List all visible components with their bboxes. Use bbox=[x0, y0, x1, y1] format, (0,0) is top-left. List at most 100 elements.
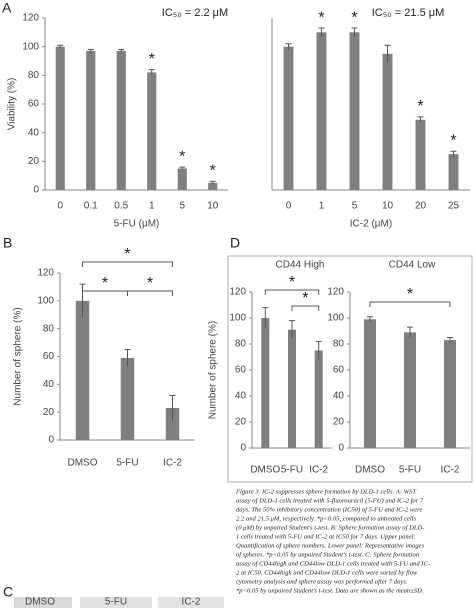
error-bar bbox=[169, 394, 176, 421]
y-axis-label: Number of sphere (%) bbox=[208, 321, 219, 419]
y-tick-label: 20 bbox=[333, 417, 345, 428]
caption-line: 2 at IC50. CD44high and CD44low DLD-1 ce… bbox=[236, 570, 418, 577]
y-tick-label: 100 bbox=[37, 295, 54, 306]
panel-label: D bbox=[230, 235, 240, 251]
error-bar bbox=[118, 49, 125, 53]
x-tick-label: DMSO bbox=[68, 458, 98, 469]
image-label: IC-2 bbox=[182, 597, 201, 608]
x-tick-label: 5 bbox=[352, 201, 358, 212]
caption-line: Figure 3. IC-2 suppresses sphere formati… bbox=[235, 489, 417, 496]
panel-label: B bbox=[3, 235, 12, 251]
annotation: IC₅₀ = 21.5 μM bbox=[372, 7, 445, 19]
caption-line: Quantification of sphere numbers. Lower … bbox=[236, 543, 425, 550]
y-tick-label: 60 bbox=[43, 351, 55, 362]
comparison-bracket bbox=[291, 305, 320, 311]
error-bar bbox=[351, 27, 358, 37]
significance-label: * bbox=[450, 133, 456, 150]
error-bar bbox=[57, 44, 64, 49]
x-tick-label: 10 bbox=[207, 201, 219, 212]
y-tick-label: 80 bbox=[333, 339, 345, 350]
bar bbox=[444, 340, 456, 448]
bar bbox=[86, 50, 96, 190]
panel-label: C bbox=[3, 584, 13, 600]
caption-line: *p<0.05 by unpaired Student's t-test. Da… bbox=[236, 588, 424, 595]
y-axis-label: Viability (%) bbox=[7, 78, 18, 131]
sphere-image bbox=[158, 597, 224, 608]
x-tick-label: DMSO bbox=[250, 465, 280, 476]
significance-label: * bbox=[149, 51, 155, 68]
error-bar bbox=[289, 320, 295, 339]
caption-line: days. The 50% inhibitory concentration (… bbox=[236, 507, 422, 514]
error-bar bbox=[315, 340, 322, 360]
bar bbox=[165, 407, 180, 440]
sphere-image bbox=[14, 597, 72, 608]
bar bbox=[208, 182, 218, 190]
comparison-bracket bbox=[369, 301, 451, 307]
x-tick-label: 0 bbox=[286, 201, 292, 212]
bar bbox=[316, 32, 327, 191]
y-tick-label: 120 bbox=[229, 287, 246, 298]
y-tick-label: 120 bbox=[327, 287, 344, 298]
y-tick-label: 0 bbox=[48, 435, 54, 446]
y-tick-label: 0 bbox=[33, 185, 39, 196]
comparison-bracket bbox=[127, 290, 173, 296]
comparison-label: * bbox=[124, 246, 130, 263]
panel-frame bbox=[227, 255, 473, 483]
y-tick-label: 100 bbox=[327, 313, 344, 324]
caption-line: 2.2 and 21.5 μM, respectively. *p<0.05, … bbox=[236, 516, 417, 523]
bar bbox=[364, 319, 376, 448]
error-bar bbox=[285, 43, 292, 50]
y-tick-label: 60 bbox=[28, 99, 40, 110]
x-tick-label: 10 bbox=[382, 201, 394, 212]
x-tick-label: 0.1 bbox=[84, 201, 98, 212]
y-tick-label: 100 bbox=[229, 313, 246, 324]
y-tick-label: 60 bbox=[333, 365, 345, 376]
x-tick-label: 20 bbox=[415, 201, 427, 212]
bar bbox=[120, 357, 135, 440]
y-tick-label: 20 bbox=[28, 156, 40, 167]
y-tick-label: 40 bbox=[235, 391, 247, 402]
error-bar bbox=[417, 116, 424, 123]
error-bar bbox=[367, 316, 373, 322]
chart-title: CD44 High bbox=[276, 260, 325, 271]
significance-label: * bbox=[179, 148, 185, 165]
x-tick-label: 5-FU bbox=[281, 465, 303, 476]
significance-label: * bbox=[417, 98, 423, 115]
caption-line: cytometry analysis and sphere assay was … bbox=[236, 579, 408, 586]
x-tick-label: IC-2 bbox=[441, 465, 460, 476]
y-tick-label: 40 bbox=[333, 391, 345, 402]
error-bar bbox=[179, 166, 186, 170]
comparison-label: * bbox=[289, 274, 295, 291]
y-tick-label: 20 bbox=[235, 417, 247, 428]
bar bbox=[261, 318, 270, 448]
x-tick-label: 25 bbox=[448, 201, 460, 212]
error-bar bbox=[79, 283, 86, 318]
caption-line: of spheres. *p<0.05 by unpaired Student'… bbox=[236, 552, 420, 559]
bar bbox=[382, 53, 393, 191]
y-tick-label: 40 bbox=[28, 127, 40, 138]
x-tick-label: 5-FU bbox=[116, 458, 138, 469]
annotation: IC₅₀ = 2.2 μM bbox=[162, 7, 228, 19]
bar bbox=[415, 119, 426, 190]
y-tick-label: 60 bbox=[235, 365, 247, 376]
y-tick-label: 80 bbox=[28, 70, 40, 81]
x-tick-label: 0.5 bbox=[114, 201, 128, 212]
x-tick-label: 1 bbox=[149, 201, 155, 212]
panel-label: A bbox=[2, 0, 12, 16]
bar bbox=[283, 46, 294, 190]
comparison-label: * bbox=[407, 286, 413, 303]
error-bar bbox=[384, 44, 391, 63]
x-axis-label: IC-2 (μM) bbox=[350, 219, 392, 230]
comparison-label: * bbox=[302, 290, 308, 307]
bar bbox=[349, 32, 360, 191]
x-axis-label: 5-FU (μM) bbox=[114, 219, 160, 230]
bar bbox=[314, 350, 323, 448]
x-tick-label: IC-2 bbox=[163, 458, 182, 469]
significance-label: * bbox=[318, 9, 324, 26]
y-tick-label: 0 bbox=[240, 443, 246, 454]
image-label: 5-FU bbox=[105, 597, 127, 608]
y-tick-label: 120 bbox=[37, 268, 54, 279]
caption-line: 1 cells treated with 5-FU and IC-2 at IC… bbox=[236, 534, 416, 541]
error-bar bbox=[148, 69, 155, 76]
